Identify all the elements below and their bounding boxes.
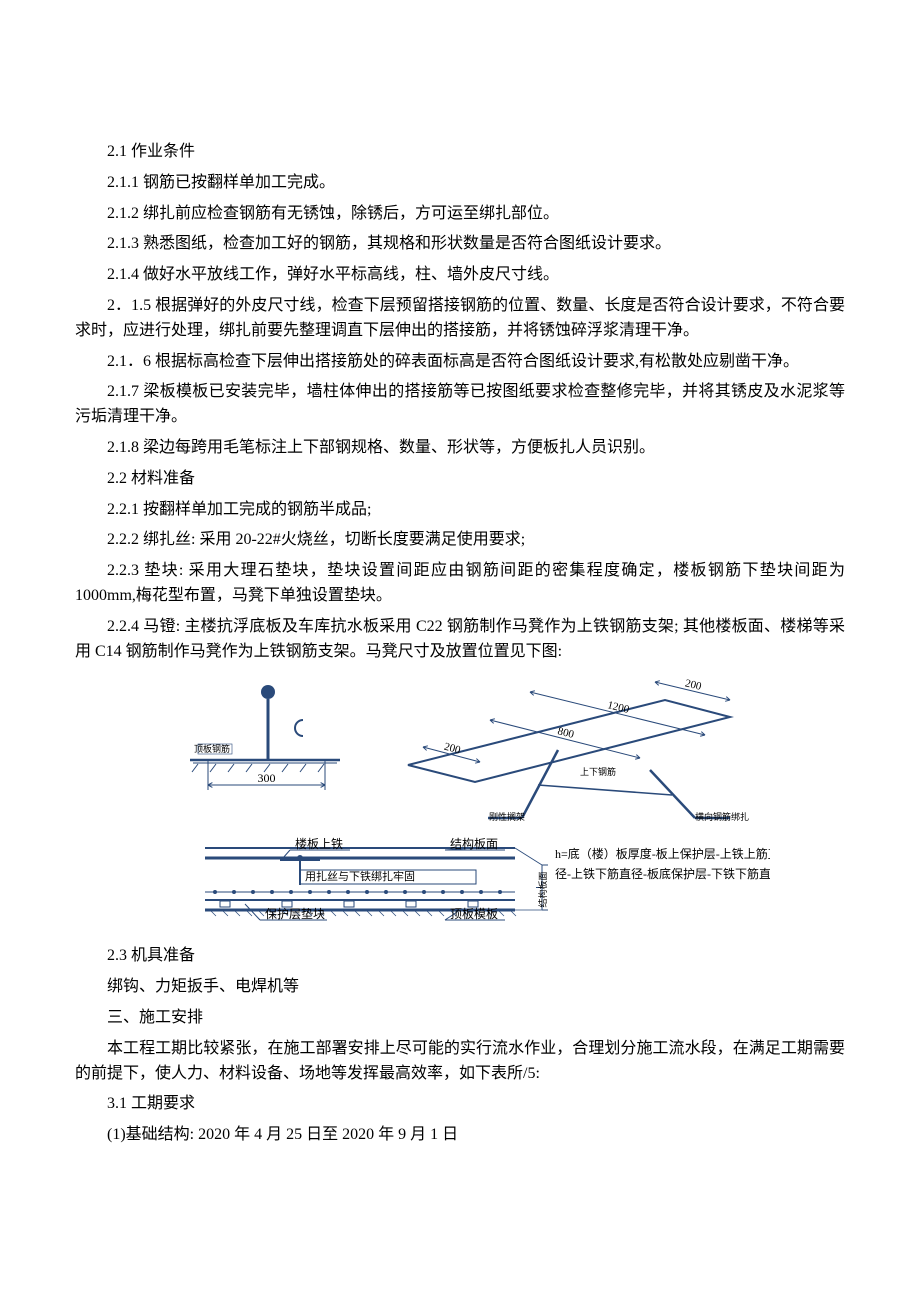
svg-text:径-上铁下筋直径-板底保护层-下铁下筋直径: 径-上铁下筋直径-板底保护层-下铁下筋直径 xyxy=(555,866,770,881)
rebar-diagram-svg: 顶板钢筋3002001200800200上下钢筋刚性搁架横向钢筋绑扎楼板上铁结构… xyxy=(150,670,770,940)
para-2-2-1: 2.2.1 按翻样单加工完成的钢筋半成品; xyxy=(75,498,845,523)
rebar-diagram: 顶板钢筋3002001200800200上下钢筋刚性搁架横向钢筋绑扎楼板上铁结构… xyxy=(75,670,845,940)
heading-3-1: 3.1 工期要求 xyxy=(75,1092,845,1117)
svg-text:200: 200 xyxy=(443,741,462,757)
para-2-1-2: 2.1.2 绑扎前应检查钢筋有无锈蚀，除锈后，方可运至绑扎部位。 xyxy=(75,202,845,227)
para-2-1-3: 2.1.3 熟悉图纸，检查加工好的钢筋，其规格和形状数量是否符合图纸设计要求。 xyxy=(75,232,845,257)
para-3-1-a: (1)基础结构: 2020 年 4 月 25 日至 2020 年 9 月 1 日 xyxy=(75,1123,845,1148)
svg-text:楼板上铁: 楼板上铁 xyxy=(295,836,343,851)
svg-text:保护层垫块: 保护层垫块 xyxy=(265,906,325,921)
svg-text:300: 300 xyxy=(258,771,276,785)
heading-2-3: 2.3 机具准备 xyxy=(75,944,845,969)
svg-text:顶板钢筋: 顶板钢筋 xyxy=(194,743,230,754)
para-2-2-2: 2.2.2 绑扎丝: 采用 20-22#火烧丝，切断长度要满足使用要求; xyxy=(75,528,845,553)
para-2-1-6: 2.1．6 根据标高检查下层伸出搭接筋处的碎表面标高是否符合图纸设计要求,有松散… xyxy=(75,350,845,375)
heading-2-2: 2.2 材料准备 xyxy=(75,467,845,492)
svg-text:顶板模板: 顶板模板 xyxy=(450,907,498,921)
para-2-2-3: 2.2.3 垫块: 采用大理石垫块，垫块设置间距应由钢筋间距的密集程度确定，楼板… xyxy=(75,559,845,609)
svg-text:800: 800 xyxy=(556,726,575,742)
para-2-1-1: 2.1.1 钢筋已按翻样单加工完成。 xyxy=(75,171,845,196)
svg-text:刚性搁架: 刚性搁架 xyxy=(489,811,525,822)
svg-text:结构板面: 结构板面 xyxy=(450,836,498,851)
svg-text:横向钢筋绑扎: 横向钢筋绑扎 xyxy=(695,811,749,822)
heading-3: 三、施工安排 xyxy=(75,1006,845,1031)
document-page: 2.1 作业条件 2.1.1 钢筋已按翻样单加工完成。 2.1.2 绑扎前应检查… xyxy=(0,0,920,1254)
heading-2-1: 2.1 作业条件 xyxy=(75,140,845,165)
para-3-intro: 本工程工期比较紧张，在施工部署安排上尽可能的实行流水作业，合理划分施工流水段，在… xyxy=(75,1037,845,1087)
para-2-2-4: 2.2.4 马镫: 主楼抗浮底板及车库抗水板采用 C22 钢筋制作马凳作为上铁钢… xyxy=(75,615,845,665)
svg-text:上下钢筋: 上下钢筋 xyxy=(580,766,616,777)
para-2-3-tools: 绑钩、力矩扳手、电焊机等 xyxy=(75,975,845,1000)
para-2-1-8: 2.1.8 梁边每跨用毛笔标注上下部钢规格、数量、形状等，方便板扎人员识别。 xyxy=(75,436,845,461)
svg-text:h=底（楼）板厚度-板上保护层-上铁上筋直: h=底（楼）板厚度-板上保护层-上铁上筋直 xyxy=(555,846,770,861)
para-2-1-4: 2.1.4 做好水平放线工作，弹好水平标高线，柱、墙外皮尺寸线。 xyxy=(75,263,845,288)
para-2-1-7: 2.1.7 梁板模板已安装完毕，墙柱体伸出的搭接筋等已按图纸要求检查整修完毕，并… xyxy=(75,380,845,430)
svg-text:结构板面: 结构板面 xyxy=(537,872,548,908)
svg-text:200: 200 xyxy=(684,678,703,694)
svg-text:用扎丝与下铁绑扎牢固: 用扎丝与下铁绑扎牢固 xyxy=(305,869,415,883)
para-2-1-5: 2．1.5 根据弹好的外皮尺寸线，检查下层预留搭接钢筋的位置、数量、长度是否符合… xyxy=(75,294,845,344)
